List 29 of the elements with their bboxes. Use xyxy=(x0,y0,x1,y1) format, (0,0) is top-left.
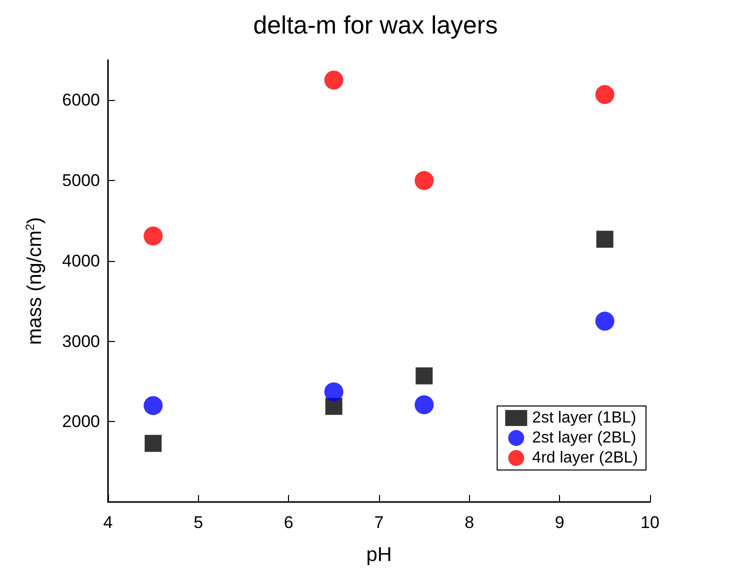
y-tick-label: 4000 xyxy=(62,251,100,270)
point xyxy=(144,434,162,452)
chart-title: delta-m for wax layers xyxy=(253,12,498,40)
legend-label: 2st layer (2BL) xyxy=(532,430,636,446)
x-tick-label: 6 xyxy=(284,513,294,532)
point xyxy=(595,312,614,331)
x-tick-label: 9 xyxy=(554,513,564,532)
point xyxy=(144,396,163,416)
point xyxy=(144,226,163,246)
x-tick-label: 10 xyxy=(640,513,660,532)
legend-label: 4rd layer (2BL) xyxy=(532,450,638,466)
y-tick-label: 2000 xyxy=(62,412,100,432)
point xyxy=(324,70,344,90)
legend-label: 2st layer (1BL) xyxy=(532,410,636,426)
y-tick-label: 6000 xyxy=(62,90,100,110)
point xyxy=(414,395,434,414)
point xyxy=(595,85,614,104)
x-tick-label: 5 xyxy=(194,513,204,532)
point xyxy=(596,230,614,248)
x-axis-title: pH xyxy=(366,544,392,566)
x-tick-label: 8 xyxy=(464,513,474,532)
x-tick-label: 7 xyxy=(374,513,384,532)
point xyxy=(416,367,433,384)
y-tick-label: 3000 xyxy=(62,332,100,351)
point xyxy=(414,171,434,190)
y-axis-title: mass (ng/cm2) xyxy=(23,217,46,345)
x-tick-label: 4 xyxy=(103,513,113,532)
y-tick-label: 5000 xyxy=(62,171,100,190)
point xyxy=(324,382,344,402)
